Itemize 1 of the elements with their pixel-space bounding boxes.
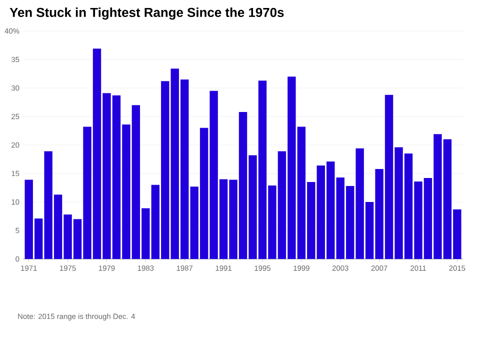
chart-title: Yen Stuck in Tightest Range Since the 1970s	[10, 8, 284, 20]
